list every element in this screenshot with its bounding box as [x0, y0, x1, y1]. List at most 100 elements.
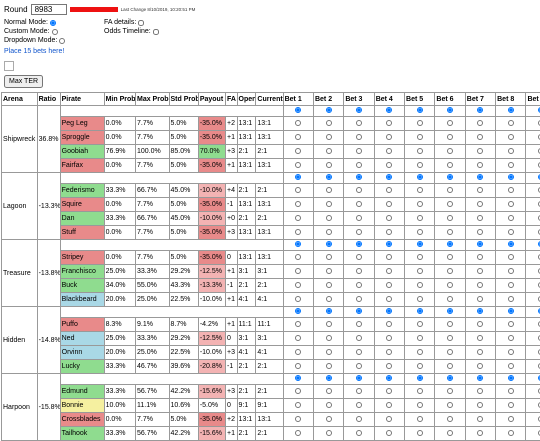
bet-radio[interactable]	[356, 134, 362, 140]
bet-radio[interactable]	[447, 282, 453, 288]
bet-radio[interactable]	[508, 308, 514, 314]
bet-radio[interactable]	[326, 201, 332, 207]
bet-radio[interactable]	[386, 282, 392, 288]
bet-radio[interactable]	[447, 229, 453, 235]
bet-radio[interactable]	[477, 120, 483, 126]
bet-radio[interactable]	[447, 148, 453, 154]
bet-radio[interactable]	[356, 201, 362, 207]
bet-radio[interactable]	[326, 107, 332, 113]
bet-radio[interactable]	[356, 268, 362, 274]
bet-radio[interactable]	[477, 282, 483, 288]
bet-radio[interactable]	[417, 134, 423, 140]
bet-radio[interactable]	[386, 120, 392, 126]
bet-radio[interactable]	[447, 134, 453, 140]
bet-radio[interactable]	[477, 187, 483, 193]
bet-radio[interactable]	[386, 296, 392, 302]
bet-radio[interactable]	[447, 335, 453, 341]
bet-radio[interactable]	[508, 388, 514, 394]
bet-radio[interactable]	[417, 375, 423, 381]
bet-radio[interactable]	[417, 215, 423, 221]
bet-radio[interactable]	[508, 134, 514, 140]
bet-radio[interactable]	[295, 162, 301, 168]
bet-radio[interactable]	[417, 308, 423, 314]
bet-radio[interactable]	[295, 349, 301, 355]
max-ter-button[interactable]: Max TER	[4, 75, 43, 88]
bet-radio[interactable]	[386, 174, 392, 180]
bet-radio[interactable]	[386, 201, 392, 207]
bet-radio[interactable]	[477, 254, 483, 260]
radio[interactable]	[52, 29, 58, 35]
bet-radio[interactable]	[417, 282, 423, 288]
bet-radio[interactable]	[417, 107, 423, 113]
bet-radio[interactable]	[326, 174, 332, 180]
bet-radio[interactable]	[508, 375, 514, 381]
bet-radio[interactable]	[295, 308, 301, 314]
bet-radio[interactable]	[295, 254, 301, 260]
bet-radio[interactable]	[447, 162, 453, 168]
bet-radio[interactable]	[326, 148, 332, 154]
bet-radio[interactable]	[326, 363, 332, 369]
bet-radio[interactable]	[477, 416, 483, 422]
bet-radio[interactable]	[508, 215, 514, 221]
bet-radio[interactable]	[356, 107, 362, 113]
bet-radio[interactable]	[356, 296, 362, 302]
bet-radio[interactable]	[386, 430, 392, 436]
bet-radio[interactable]	[295, 321, 301, 327]
bet-radio[interactable]	[477, 134, 483, 140]
bet-radio[interactable]	[295, 268, 301, 274]
bet-radio[interactable]	[508, 162, 514, 168]
bet-radio[interactable]	[386, 254, 392, 260]
bet-radio[interactable]	[508, 174, 514, 180]
bet-radio[interactable]	[326, 416, 332, 422]
bet-radio[interactable]	[356, 187, 362, 193]
bet-radio[interactable]	[356, 321, 362, 327]
bet-radio[interactable]	[356, 282, 362, 288]
bet-radio[interactable]	[356, 241, 362, 247]
bet-radio[interactable]	[326, 282, 332, 288]
round-input[interactable]: 8983	[31, 4, 67, 15]
bet-radio[interactable]	[386, 162, 392, 168]
bet-radio[interactable]	[447, 363, 453, 369]
bet-radio[interactable]	[326, 215, 332, 221]
bet-radio[interactable]	[295, 388, 301, 394]
bet-radio[interactable]	[447, 308, 453, 314]
bet-radio[interactable]	[508, 416, 514, 422]
bet-radio[interactable]	[417, 321, 423, 327]
bet-radio[interactable]	[326, 335, 332, 341]
bet-radio[interactable]	[508, 120, 514, 126]
bet-radio[interactable]	[386, 187, 392, 193]
bet-radio[interactable]	[386, 349, 392, 355]
bet-radio[interactable]	[386, 134, 392, 140]
bet-radio[interactable]	[477, 162, 483, 168]
bet-radio[interactable]	[508, 187, 514, 193]
bet-radio[interactable]	[326, 187, 332, 193]
bet-radio[interactable]	[447, 375, 453, 381]
bet-radio[interactable]	[447, 430, 453, 436]
bet-radio[interactable]	[417, 120, 423, 126]
bet-radio[interactable]	[356, 148, 362, 154]
bet-radio[interactable]	[417, 430, 423, 436]
bet-radio[interactable]	[447, 321, 453, 327]
bet-radio[interactable]	[508, 254, 514, 260]
bet-radio[interactable]	[508, 148, 514, 154]
bet-radio[interactable]	[477, 241, 483, 247]
bet-radio[interactable]	[386, 229, 392, 235]
bet-radio[interactable]	[295, 241, 301, 247]
bet-radio[interactable]	[386, 363, 392, 369]
bet-radio[interactable]	[386, 308, 392, 314]
bet-radio[interactable]	[477, 335, 483, 341]
bet-radio[interactable]	[386, 148, 392, 154]
bet-radio[interactable]	[417, 241, 423, 247]
bet-radio[interactable]	[386, 268, 392, 274]
bet-radio[interactable]	[417, 148, 423, 154]
bet-radio[interactable]	[356, 120, 362, 126]
bet-radio[interactable]	[477, 215, 483, 221]
bet-radio[interactable]	[508, 201, 514, 207]
place-bets-link[interactable]: Place 15 bets here!	[4, 48, 536, 55]
bet-radio[interactable]	[386, 416, 392, 422]
bet-radio[interactable]	[417, 349, 423, 355]
bet-radio[interactable]	[295, 174, 301, 180]
bet-radio[interactable]	[417, 268, 423, 274]
bet-radio[interactable]	[295, 107, 301, 113]
bet-radio[interactable]	[386, 241, 392, 247]
